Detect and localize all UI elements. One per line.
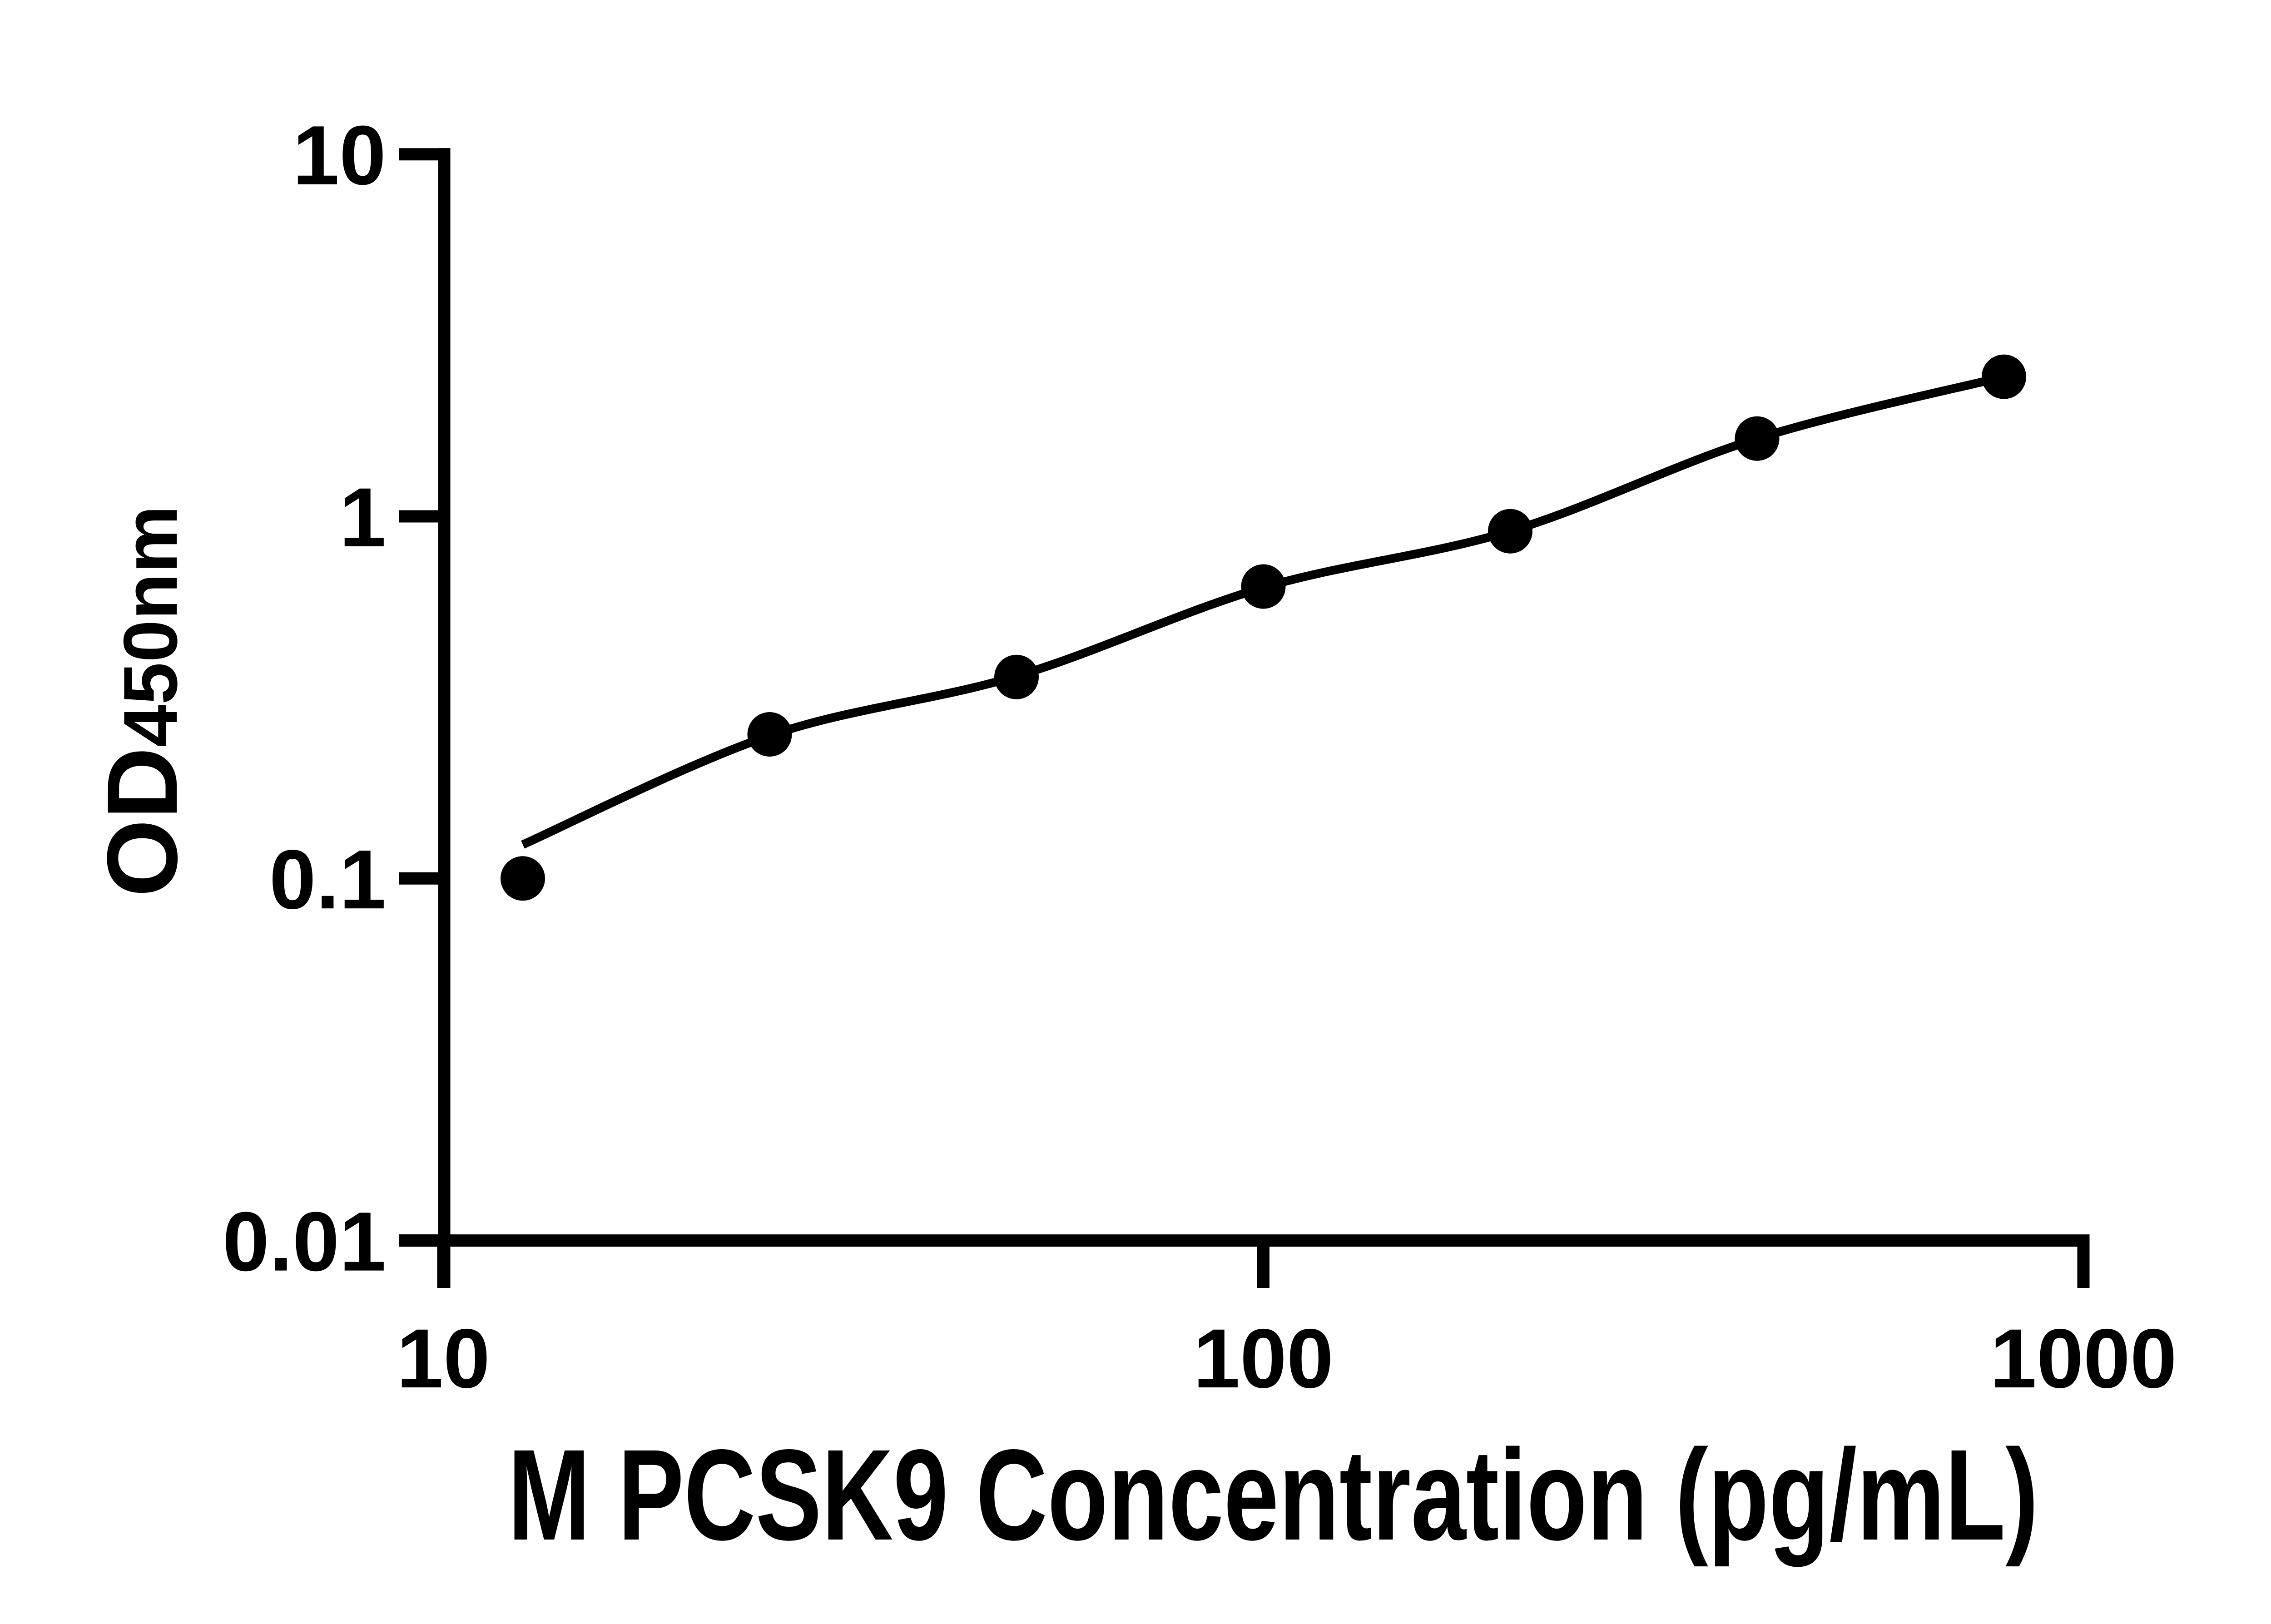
fitted-curve-path (521, 372, 2005, 849)
y-axis-title-main: OD (86, 747, 198, 897)
data-point (994, 654, 1039, 699)
y-tick-label-1: 1 (339, 471, 386, 564)
y-tick-label-10: 10 (293, 109, 386, 203)
x-tick-label-1000: 1000 (1990, 1312, 2177, 1406)
y-axis-title: OD450nm (86, 505, 198, 897)
data-point (747, 712, 792, 757)
y-axis-ticks (399, 148, 451, 1247)
y-tick-label-0.01: 0.01 (223, 1195, 386, 1289)
data-point (1735, 416, 1780, 461)
data-point (501, 856, 545, 901)
y-axis-tick-labels: 10 1 0.1 0.01 (223, 109, 386, 1289)
x-axis-ticks (437, 1240, 2090, 1288)
x-axis-tick-labels: 10 100 1000 (397, 1312, 2177, 1406)
fitted-curve (521, 372, 2005, 849)
x-axis-title: M PCSK9 Concentration (pg/mL) (508, 1423, 2038, 1568)
data-points (501, 354, 2026, 901)
y-axis-title-subscript: 450nm (108, 505, 193, 747)
data-point (1982, 354, 2026, 399)
data-point (1488, 509, 1532, 554)
data-point (1241, 564, 1286, 609)
axes (399, 148, 2090, 1288)
y-tick-label-0.1: 0.1 (269, 833, 386, 926)
x-tick-label-10: 10 (397, 1312, 490, 1406)
x-tick-label-100: 100 (1193, 1312, 1334, 1406)
